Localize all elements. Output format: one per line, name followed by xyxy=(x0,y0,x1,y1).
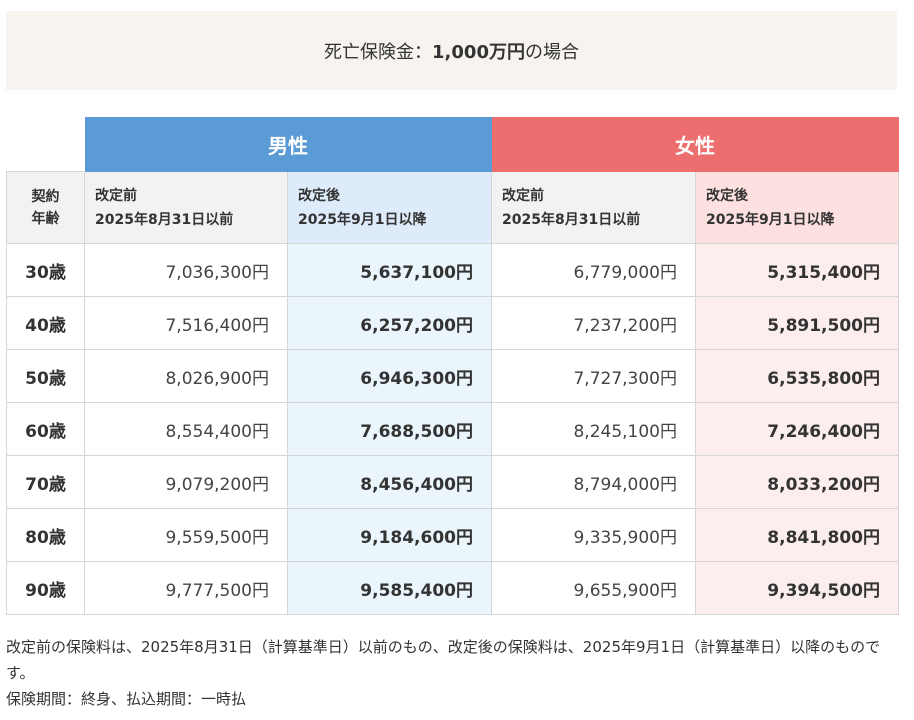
banner-suffix: の場合 xyxy=(524,41,579,63)
age-header-line2: 年齢 xyxy=(31,210,60,227)
male-before-header: 改定前 2025年8月31日以前 xyxy=(84,171,288,244)
header-date: 2025年8月31日以前 xyxy=(502,211,641,228)
header-date: 2025年8月31日以前 xyxy=(95,211,234,228)
female-after-cell: 5,315,400円 xyxy=(695,243,899,297)
male-after-cell: 9,184,600円 xyxy=(287,508,492,562)
female-before-cell: 7,237,200円 xyxy=(491,296,696,350)
female-after-cell: 6,535,800円 xyxy=(695,349,899,403)
banner-amount: 1,000万円 xyxy=(432,41,525,63)
table-row: 30歳 7,036,300円 5,637,100円 6,779,000円 5,315,4… xyxy=(6,243,899,297)
male-after-cell: 6,946,300円 xyxy=(287,349,492,403)
female-before-header: 改定前 2025年8月31日以前 xyxy=(491,171,696,244)
male-after-cell: 9,585,400円 xyxy=(287,561,492,615)
female-before-cell: 9,655,900円 xyxy=(491,561,696,615)
male-before-cell: 7,516,400円 xyxy=(84,296,288,350)
group-header-male: 男性 xyxy=(84,116,492,172)
corner-cell xyxy=(7,117,85,172)
premium-table: 男性 女性 契約 年齢 改定前 2025年8月31日以前 改定後 2025年9月… xyxy=(6,116,899,615)
male-after-cell: 7,688,500円 xyxy=(287,402,492,456)
female-after-cell: 7,246,400円 xyxy=(695,402,899,456)
age-cell: 40歳 xyxy=(6,296,85,350)
male-after-cell: 5,637,100円 xyxy=(287,243,492,297)
header-label: 改定前 xyxy=(95,187,137,204)
header-label: 改定後 xyxy=(298,187,340,204)
age-cell: 90歳 xyxy=(6,561,85,615)
age-cell: 80歳 xyxy=(6,508,85,562)
female-after-cell: 9,394,500円 xyxy=(695,561,899,615)
female-before-cell: 6,779,000円 xyxy=(491,243,696,297)
age-cell: 70歳 xyxy=(6,455,85,509)
table-row: 40歳 7,516,400円 6,257,200円 7,237,200円 5,891,5… xyxy=(6,296,899,350)
age-header-line1: 契約 xyxy=(31,188,60,205)
condition-banner: 死亡保険金： 1,000万円 の場合 xyxy=(6,11,897,90)
header-label: 改定後 xyxy=(706,187,748,204)
male-before-cell: 7,036,300円 xyxy=(84,243,288,297)
footnote-calc-basis: 改定前の保険料は、2025年8月31日（計算基準日）以前のもの、改定後の保険料は… xyxy=(6,638,881,682)
male-before-cell: 9,777,500円 xyxy=(84,561,288,615)
table-row: 50歳 8,026,900円 6,946,300円 7,727,300円 6,535,8… xyxy=(6,349,899,403)
table-row: 90歳 9,777,500円 9,585,400円 9,655,900円 9,394,5… xyxy=(6,561,899,615)
group-header-female: 女性 xyxy=(491,116,899,172)
footnote-terms: 保険期間：終身、払込期間：一時払 xyxy=(6,690,247,708)
female-after-cell: 8,033,200円 xyxy=(695,455,899,509)
banner-prefix: 死亡保険金： xyxy=(324,41,433,63)
male-before-cell: 9,079,200円 xyxy=(84,455,288,509)
table-row: 80歳 9,559,500円 9,184,600円 9,335,900円 8,841,8… xyxy=(6,508,899,562)
female-after-cell: 5,891,500円 xyxy=(695,296,899,350)
header-label: 改定前 xyxy=(502,187,544,204)
female-after-cell: 8,841,800円 xyxy=(695,508,899,562)
male-before-cell: 9,559,500円 xyxy=(84,508,288,562)
female-before-cell: 7,727,300円 xyxy=(491,349,696,403)
age-cell: 50歳 xyxy=(6,349,85,403)
male-after-cell: 8,456,400円 xyxy=(287,455,492,509)
female-before-cell: 9,335,900円 xyxy=(491,508,696,562)
age-column-header: 契約 年齢 xyxy=(6,171,85,244)
header-date: 2025年9月1日以降 xyxy=(706,211,835,228)
table-row: 60歳 8,554,400円 7,688,500円 8,245,100円 7,246,4… xyxy=(6,402,899,456)
male-before-cell: 8,026,900円 xyxy=(84,349,288,403)
header-date: 2025年9月1日以降 xyxy=(298,211,427,228)
male-after-header: 改定後 2025年9月1日以降 xyxy=(287,171,492,244)
footnotes: 改定前の保険料は、2025年8月31日（計算基準日）以前のもの、改定後の保険料は… xyxy=(6,634,898,712)
table-row: 70歳 9,079,200円 8,456,400円 8,794,000円 8,033,2… xyxy=(6,455,899,509)
female-before-cell: 8,794,000円 xyxy=(491,455,696,509)
male-before-cell: 8,554,400円 xyxy=(84,402,288,456)
age-cell: 30歳 xyxy=(6,243,85,297)
age-cell: 60歳 xyxy=(6,402,85,456)
female-before-cell: 8,245,100円 xyxy=(491,402,696,456)
male-after-cell: 6,257,200円 xyxy=(287,296,492,350)
female-after-header: 改定後 2025年9月1日以降 xyxy=(695,171,899,244)
